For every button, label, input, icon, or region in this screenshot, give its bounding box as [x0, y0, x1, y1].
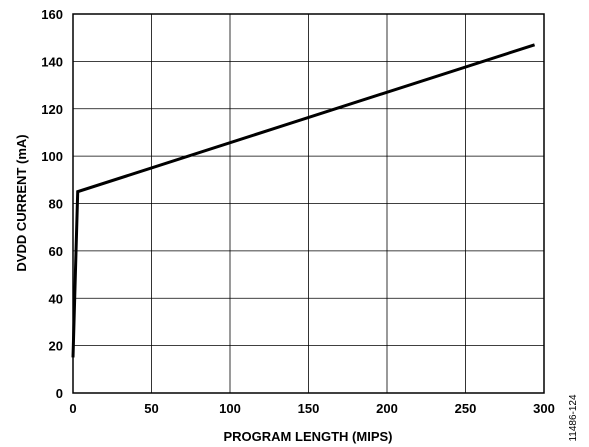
- y-tick-label-6: 120: [41, 102, 63, 117]
- x-tick-label-0: 0: [69, 401, 76, 416]
- x-tick-labels: 0 50 100 150 200 250 300: [69, 401, 554, 416]
- figure-id: 11486-124: [568, 394, 579, 442]
- y-tick-label-1: 20: [49, 339, 63, 354]
- x-axis-title: PROGRAM LENGTH (MIPS): [224, 429, 393, 444]
- plot-frame: [72, 13, 545, 394]
- y-tick-label-2: 40: [49, 291, 63, 306]
- y-tick-label-0: 0: [56, 386, 63, 401]
- y-tick-label-7: 140: [41, 54, 63, 69]
- x-tick-label-3: 150: [298, 401, 320, 416]
- y-tick-label-3: 60: [49, 244, 63, 259]
- y-tick-labels: 0 20 40 60 80 100 120 140 160: [41, 7, 63, 401]
- x-tick-label-5: 250: [455, 401, 477, 416]
- series-layer: [71, 43, 536, 358]
- grid: [72, 13, 545, 394]
- x-tick-label-2: 100: [219, 401, 241, 416]
- x-tick-label-1: 50: [144, 401, 158, 416]
- series-line-0: [71, 43, 536, 358]
- y-tick-label-5: 100: [41, 149, 63, 164]
- y-axis-title: DVDD CURRENT (mA): [14, 134, 29, 271]
- y-tick-label-4: 80: [49, 197, 63, 212]
- x-tick-label-6: 300: [533, 401, 555, 416]
- y-tick-label-8: 160: [41, 7, 63, 22]
- x-tick-label-4: 200: [376, 401, 398, 416]
